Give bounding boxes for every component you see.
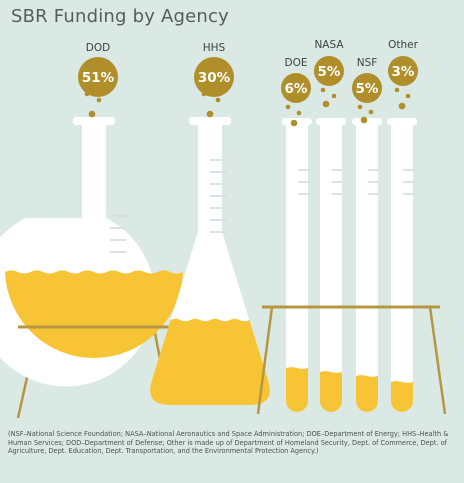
rising-bubble-other [394, 87, 400, 93]
test-tube-lip [316, 118, 346, 125]
rising-bubble-dod [96, 97, 102, 103]
chart-title: SBR Funding by Agency [11, 6, 229, 27]
rising-bubble-doe [296, 110, 302, 116]
value-bubble-hhs [194, 57, 234, 97]
conical-flask-lip [189, 117, 231, 125]
rising-bubble-nasa [322, 100, 330, 108]
round-flask-lip [73, 117, 115, 125]
rising-bubble-dod [88, 110, 96, 118]
value-bubble-nsf [352, 73, 382, 103]
rising-bubble-other [405, 93, 411, 99]
agency-label-hhs: HHS [203, 42, 226, 54]
rising-bubble-hhs [206, 110, 214, 118]
test-tube-liquid [286, 367, 308, 412]
value-bubble-dod [78, 57, 118, 97]
test-tube-lip [352, 118, 382, 125]
rising-bubble-other [398, 102, 406, 110]
rising-bubble-nasa [320, 87, 326, 93]
rising-bubble-nsf [357, 104, 363, 110]
rising-bubble-dod [84, 91, 90, 97]
test-tube-liquid [320, 371, 342, 412]
value-bubble-doe [281, 73, 311, 103]
test-tube-liquid [391, 381, 413, 412]
agency-label-other: Other [388, 39, 418, 51]
rising-bubble-doe [290, 119, 298, 127]
test-tube [391, 122, 413, 412]
tube-rack-leg [428, 306, 447, 415]
agency-label-nasa: NASA [314, 39, 344, 51]
value-label-other: 3% [392, 64, 415, 80]
value-label-hhs: 30% [198, 70, 231, 86]
rising-bubble-nasa [331, 93, 337, 99]
test-tube-lip [387, 118, 417, 125]
value-bubble-other [388, 56, 418, 86]
conical-flask-liquid [150, 318, 270, 405]
agency-label-nsf: NSF [357, 57, 378, 69]
test-tube-lip [282, 118, 312, 125]
tube-rack-leg [256, 306, 274, 415]
value-label-doe: 6% [285, 81, 308, 97]
value-label-nasa: 5% [318, 64, 341, 80]
value-bubble-nasa [314, 56, 344, 86]
test-tube [320, 122, 342, 412]
value-label-dod: 51% [82, 70, 115, 86]
test-tube-liquid [356, 375, 378, 412]
rising-bubble-hhs [201, 91, 207, 97]
agency-label-doe: DOE [285, 57, 308, 69]
rising-bubble-nsf [368, 109, 374, 115]
rising-bubble-hhs [215, 97, 221, 103]
footnote: (NSF–National Science Foundation; NASA–N… [8, 430, 449, 456]
round-flask-liquid [5, 270, 183, 358]
rising-bubble-nsf [360, 116, 368, 124]
value-label-nsf: 5% [356, 81, 379, 97]
agency-label-dod: DOD [86, 42, 110, 54]
test-tube [356, 122, 378, 412]
rising-bubble-doe [285, 104, 291, 110]
